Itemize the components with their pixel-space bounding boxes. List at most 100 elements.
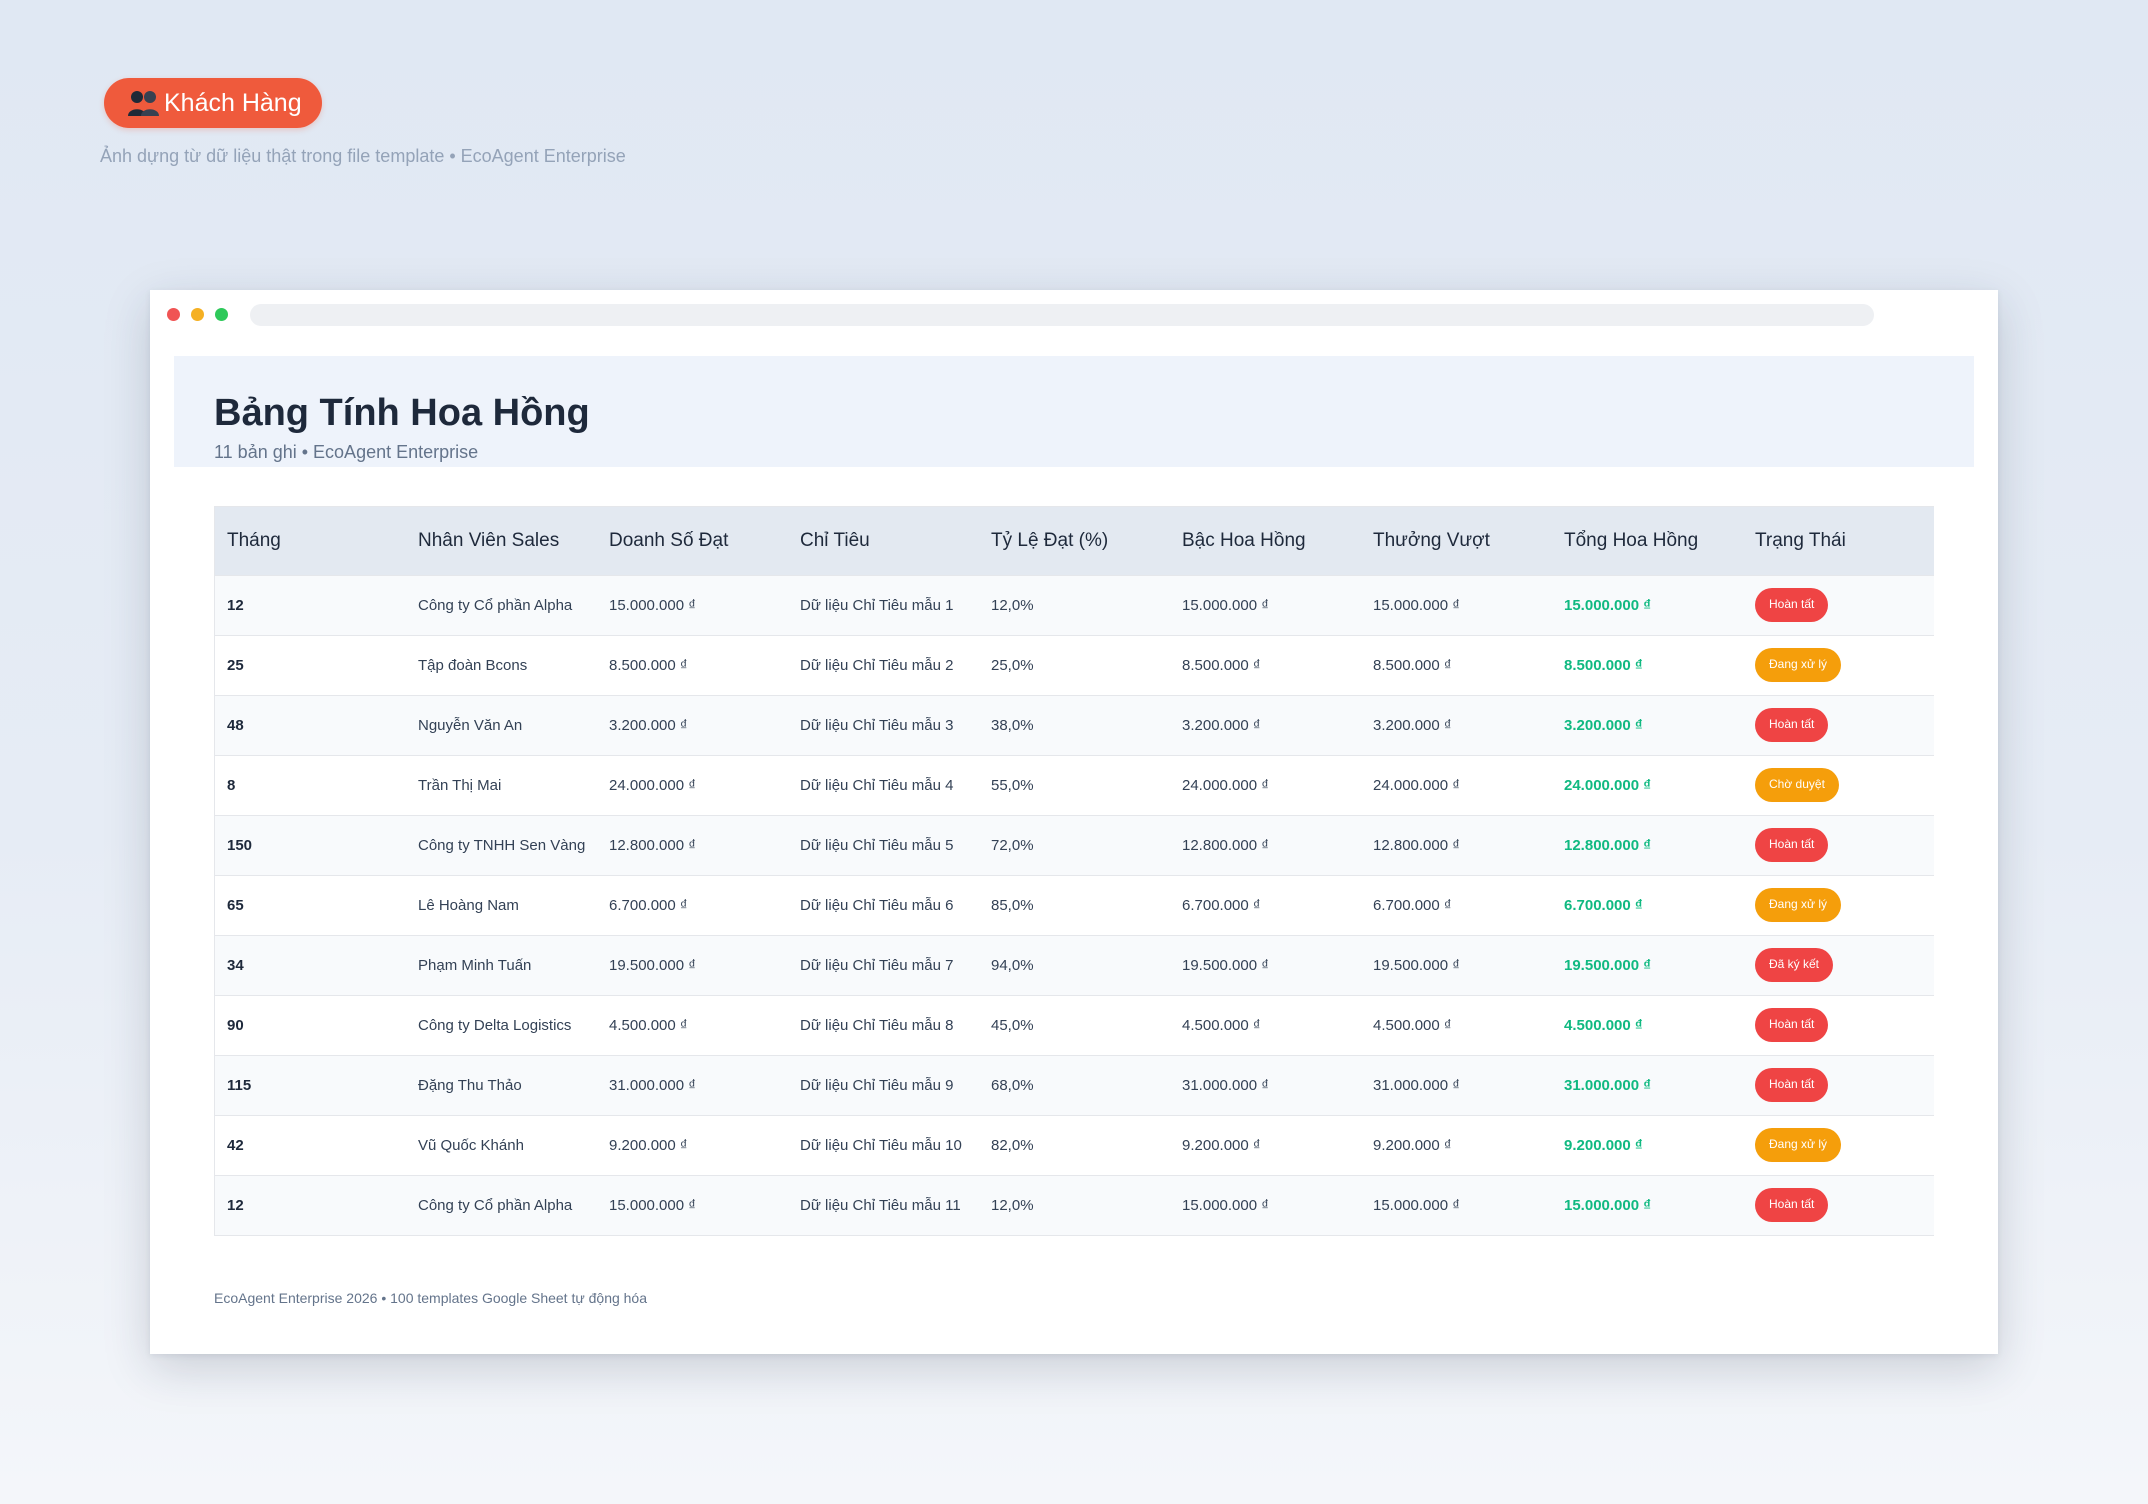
- table-cell: 6.700.000 ₫: [609, 896, 688, 914]
- status-badge: Đang xử lý: [1755, 888, 1842, 922]
- table-cell: 25,0%: [991, 656, 1034, 674]
- table-cell: 15.000.000 ₫: [1373, 1196, 1460, 1214]
- page-footer: EcoAgent Enterprise 2026 • 100 templates…: [214, 1290, 648, 1306]
- table-cell: 9.200.000 ₫: [1564, 1136, 1643, 1154]
- status-cell: Đang xử lý: [1743, 1115, 1934, 1175]
- table-row[interactable]: 42 Vũ Quốc Khánh 9.200.000 ₫ Dữ liệu Chỉ Ti…: [215, 1115, 1934, 1175]
- status-badge: Chờ duyệt: [1755, 768, 1839, 802]
- status-badge: Đang xử lý: [1755, 648, 1842, 682]
- commission-table: Tháng Nhân Viên Sales Doanh Số Đạt Chỉ T…: [214, 506, 1934, 1236]
- browser-window: Bảng Tính Hoa Hồng 11 bản ghi • EcoAgent…: [150, 290, 1998, 1354]
- table-cell: Đặng Thu Thảo: [418, 1076, 522, 1094]
- table-cell: 15.000.000 ₫: [609, 1196, 696, 1214]
- table-cell: 85,0%: [991, 896, 1034, 914]
- status-cell: Hoàn tất: [1743, 695, 1934, 755]
- table-cell: 4.500.000 ₫: [1564, 1016, 1643, 1034]
- table-row[interactable]: 12 Công ty Cổ phần Alpha 15.000.000 ₫ Dữ li…: [215, 575, 1934, 635]
- close-window-button[interactable]: [167, 308, 180, 321]
- table-cell: 72,0%: [991, 836, 1034, 854]
- table-row[interactable]: 12 Công ty Cổ phần Alpha 15.000.000 ₫ Dữ li…: [215, 1175, 1934, 1235]
- table-row[interactable]: 90 Công ty Delta Logistics 4.500.000 ₫ Dữ l…: [215, 995, 1934, 1055]
- table-cell: Dữ liệu Chỉ Tiêu mẫu 5: [800, 836, 954, 854]
- minimize-window-button[interactable]: [191, 308, 204, 321]
- table-cell: 31.000.000 ₫: [1564, 1076, 1651, 1094]
- table-cell: 15.000.000 ₫: [1564, 1196, 1651, 1214]
- column-header[interactable]: Bậc Hoa Hồng: [1182, 529, 1306, 551]
- table-cell: Công ty Delta Logistics: [418, 1016, 572, 1034]
- column-header[interactable]: Doanh Số Đạt: [609, 529, 729, 551]
- table-cell: 3.200.000 ₫: [609, 716, 688, 734]
- status-cell: Hoàn tất: [1743, 1055, 1934, 1115]
- customer-badge[interactable]: Khách Hàng: [104, 78, 322, 128]
- users-icon: [126, 88, 162, 118]
- address-bar[interactable]: [250, 304, 1874, 326]
- table-cell: 12: [227, 1196, 244, 1214]
- customer-badge-label: Khách Hàng: [164, 88, 302, 117]
- table-cell: Dữ liệu Chỉ Tiêu mẫu 2: [800, 656, 954, 674]
- table-cell: 45,0%: [991, 1016, 1034, 1034]
- table-cell: 24.000.000 ₫: [1182, 776, 1269, 794]
- table-cell: 4.500.000 ₫: [1182, 1016, 1261, 1034]
- table-row[interactable]: 25 Tập đoàn Bcons 8.500.000 ₫ Dữ liệu Chỉ T…: [215, 635, 1934, 695]
- page-title: Bảng Tính Hoa Hồng: [214, 392, 590, 434]
- status-badge: Hoàn tất: [1755, 828, 1829, 862]
- page-caption: Ảnh dựng từ dữ liệu thật trong file temp…: [100, 146, 626, 166]
- table-cell: 115: [227, 1076, 252, 1094]
- table-row[interactable]: 48 Nguyễn Văn An 3.200.000 ₫ Dữ liệu Chỉ Ti…: [215, 695, 1934, 755]
- sheet-header: Bảng Tính Hoa Hồng 11 bản ghi • EcoAgent…: [174, 356, 1974, 467]
- table-row[interactable]: 34 Phạm Minh Tuấn 19.500.000 ₫ Dữ liệu Chỉ …: [215, 935, 1934, 995]
- column-header[interactable]: Tổng Hoa Hồng: [1564, 529, 1699, 551]
- column-header[interactable]: Thưởng Vượt: [1373, 529, 1490, 551]
- table-cell: 31.000.000 ₫: [1373, 1076, 1460, 1094]
- column-header[interactable]: Chỉ Tiêu: [800, 529, 870, 551]
- table-cell: 24.000.000 ₫: [1373, 776, 1460, 794]
- table-cell: 48: [227, 716, 244, 734]
- table-cell: 8: [227, 776, 236, 794]
- status-badge: Hoàn tất: [1755, 1188, 1829, 1223]
- table-cell: 12.800.000 ₫: [1564, 836, 1651, 854]
- table-cell: 8.500.000 ₫: [609, 656, 688, 674]
- table-cell: 9.200.000 ₫: [1373, 1136, 1452, 1154]
- table-cell: 19.500.000 ₫: [609, 956, 696, 974]
- table-cell: 19.500.000 ₫: [1182, 956, 1269, 974]
- table-cell: Dữ liệu Chỉ Tiêu mẫu 7: [800, 956, 954, 974]
- column-header[interactable]: Tháng: [227, 529, 281, 551]
- status-cell: Chờ duyệt: [1743, 755, 1934, 815]
- table-cell: Công ty Cổ phần Alpha: [418, 1196, 573, 1214]
- table-cell: Dữ liệu Chỉ Tiêu mẫu 6: [800, 896, 954, 914]
- table-cell: 90: [227, 1016, 244, 1034]
- column-header[interactable]: Tỷ Lệ Đạt (%): [991, 529, 1109, 551]
- status-badge: Hoàn tất: [1755, 588, 1829, 622]
- table-cell: 6.700.000 ₫: [1564, 896, 1643, 914]
- table-row[interactable]: 150 Công ty TNHH Sen Vàng 12.800.000 ₫ Dữ l…: [215, 815, 1934, 875]
- table-cell: 12.800.000 ₫: [609, 836, 696, 854]
- table-cell: 24.000.000 ₫: [1564, 776, 1651, 794]
- table-cell: 82,0%: [991, 1136, 1034, 1154]
- table-cell: 42: [227, 1136, 244, 1154]
- table-cell: 19.500.000 ₫: [1564, 956, 1651, 974]
- table-cell: 6.700.000 ₫: [1373, 896, 1452, 914]
- table-cell: 65: [227, 896, 244, 914]
- status-cell: Hoàn tất: [1743, 1175, 1934, 1235]
- maximize-window-button[interactable]: [215, 308, 228, 321]
- table-cell: 9.200.000 ₫: [1182, 1136, 1261, 1154]
- table-cell: Dữ liệu Chỉ Tiêu mẫu 9: [800, 1076, 954, 1094]
- table-cell: 15.000.000 ₫: [609, 596, 696, 614]
- table-cell: 4.500.000 ₫: [1373, 1016, 1452, 1034]
- table-cell: Dữ liệu Chỉ Tiêu mẫu 10: [800, 1136, 962, 1154]
- window-controls: [167, 308, 228, 321]
- table-cell: 8.500.000 ₫: [1182, 656, 1261, 674]
- table-cell: 12.800.000 ₫: [1182, 836, 1269, 854]
- column-header[interactable]: Trạng Thái: [1755, 529, 1846, 551]
- table-cell: 15.000.000 ₫: [1564, 596, 1651, 614]
- status-cell: Hoàn tất: [1743, 575, 1934, 635]
- column-header[interactable]: Nhân Viên Sales: [418, 529, 560, 551]
- table-row[interactable]: 65 Lê Hoàng Nam 6.700.000 ₫ Dữ liệu Chỉ Tiê…: [215, 875, 1934, 935]
- table-cell: 19.500.000 ₫: [1373, 956, 1460, 974]
- table-cell: 4.500.000 ₫: [609, 1016, 688, 1034]
- table-row[interactable]: 115 Đặng Thu Thảo 31.000.000 ₫ Dữ liệu Chỉ …: [215, 1055, 1934, 1115]
- table-cell: 150: [227, 836, 253, 854]
- table-row[interactable]: 8 Trần Thị Mai 24.000.000 ₫ Dữ liệu Chỉ Tiê…: [215, 755, 1934, 815]
- table-cell: Dữ liệu Chỉ Tiêu mẫu 11: [800, 1196, 961, 1214]
- status-cell: Đang xử lý: [1743, 875, 1934, 935]
